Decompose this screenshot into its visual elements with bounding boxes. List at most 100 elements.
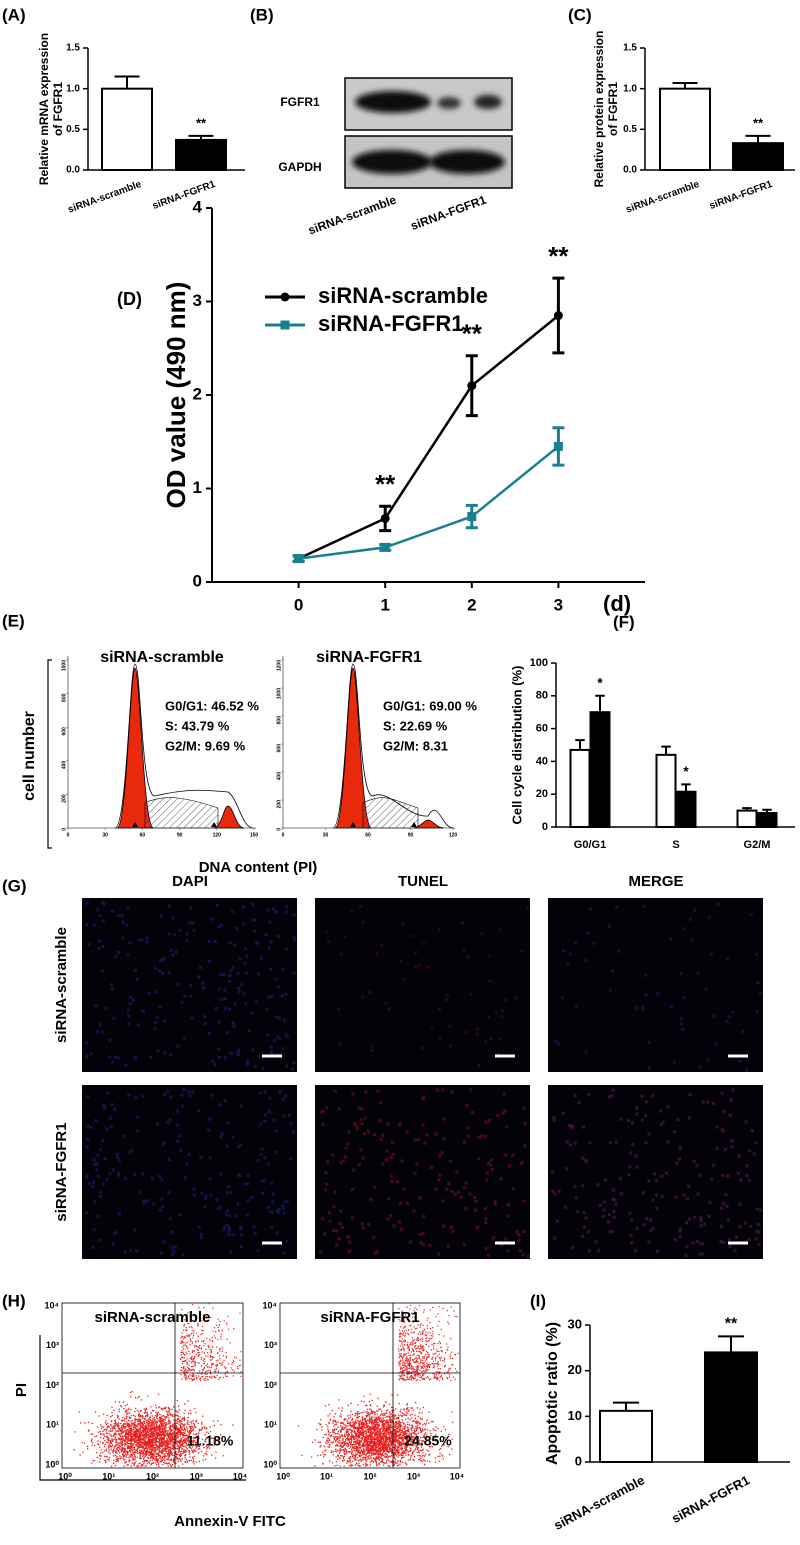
y-axis-label: Relative protein expression [592, 31, 606, 188]
y-tick-label: 800 [61, 693, 67, 702]
row-label: siRNA-FGFR1 [53, 1122, 70, 1221]
frame [39, 1335, 246, 1481]
y-tick-label: 1 [193, 478, 202, 497]
legend-label: siRNA-scramble [318, 283, 488, 308]
panel-label: (A) [2, 5, 26, 24]
y-tick-label: 30 [568, 1316, 582, 1331]
y-tick-label: 0 [542, 821, 548, 833]
column-title: DAPI [172, 873, 208, 890]
significance-mark: * [683, 763, 689, 779]
y-tick-label: 3 [193, 291, 202, 310]
corner-label: (d) [603, 591, 631, 616]
micrograph [315, 898, 530, 1072]
x-tick-label: 0 [282, 832, 285, 838]
y-tick-label: 0.5 [623, 124, 637, 135]
y-tick-label: 40 [536, 755, 548, 767]
x-tick-label: 10⁰ [58, 1471, 72, 1481]
x-tick-label: 10⁴ [233, 1471, 247, 1481]
plot-title: siRNA-FGFR1 [316, 649, 422, 666]
plot-title: siRNA-scramble [100, 649, 224, 666]
y-axis-label: of FGFR1 [51, 82, 65, 136]
x-tick-label: 0 [294, 595, 303, 614]
x-tick-label: 90 [177, 832, 183, 838]
y-tick-label: 600 [276, 744, 282, 753]
x-tick-label: 10³ [190, 1471, 203, 1481]
cell-dots [319, 1088, 530, 1258]
error-bar [114, 75, 140, 89]
y-tick-label: 0.5 [66, 124, 80, 135]
bar [175, 138, 227, 171]
x-tick-label: 60 [365, 832, 371, 838]
blot-lane-label: siRNA-FGFR1 [409, 193, 489, 233]
y-tick-label: 600 [61, 727, 67, 736]
column-title: MERGE [628, 873, 683, 890]
y-tick-label: 1.5 [66, 43, 80, 54]
x-tick-label: 90 [408, 832, 414, 838]
y-tick-label: 10⁰ [45, 1459, 59, 1469]
cell-dots [85, 901, 297, 1071]
series-line [298, 314, 560, 560]
y-tick-label: 10⁴ [263, 1300, 277, 1310]
panel-label: (G) [2, 876, 27, 895]
y-tick-label: 0 [276, 828, 282, 831]
plot-title: siRNA-scramble [95, 1309, 211, 1326]
panel-label: (I) [530, 1291, 546, 1310]
y-axis-label: PI [13, 1383, 30, 1397]
error-bar [575, 739, 585, 750]
panel-label: (D) [117, 289, 142, 309]
y-tick-label: 10² [264, 1380, 277, 1390]
x-tick-label: 120 [213, 832, 222, 838]
x-tick-label: siRNA-FGFR1 [151, 179, 217, 212]
y-tick-label: 0.0 [66, 165, 80, 176]
column-title: TUNEL [398, 873, 448, 890]
significance-mark: ** [462, 319, 483, 349]
x-tick-label: 3 [554, 595, 563, 614]
x-tick-label: siRNA-FGFR1 [708, 179, 774, 212]
stat-label: G0/G1: 46.52 % [165, 698, 259, 713]
y-tick-label: 0 [61, 828, 67, 831]
bar [704, 1351, 758, 1464]
x-tick-label: 30 [323, 832, 329, 838]
y-tick-label: 20 [568, 1362, 582, 1377]
panel-label: (F) [613, 612, 635, 631]
x-tick-label: 10³ [407, 1471, 420, 1481]
s-phase [144, 797, 219, 829]
y-tick-label: 60 [536, 723, 548, 735]
y-tick-label: 1000 [276, 688, 282, 699]
significance-mark: * [597, 675, 603, 691]
bar [569, 748, 591, 828]
blot-image [344, 77, 513, 189]
y-tick-label: 10¹ [46, 1420, 59, 1430]
blot-lane-label: siRNA-scramble [306, 193, 398, 238]
stat-label: S: 43.79 % [165, 718, 230, 733]
point [553, 311, 563, 321]
y-axis-label: of FGFR1 [606, 82, 620, 136]
s-phase [362, 797, 419, 829]
x-tick-label: siRNA-scramble [67, 179, 144, 216]
legend-marker [280, 292, 290, 302]
x-tick-label: 10² [146, 1471, 159, 1481]
x-tick-label: 60 [140, 832, 146, 838]
y-tick-label: 400 [61, 761, 67, 770]
y-tick-label: 0 [575, 1453, 582, 1468]
x-tick-label: 0 [67, 832, 70, 838]
x-tick-label: 2 [467, 595, 476, 614]
error-bar [661, 745, 671, 755]
x-tick-label: G2/M [744, 839, 771, 851]
y-tick-label: 1.0 [66, 83, 80, 94]
x-tick-label: 120 [449, 832, 458, 838]
cell-dots [551, 1088, 763, 1257]
y-tick-label: 1200 [276, 660, 282, 671]
bar [655, 753, 677, 829]
bar [659, 87, 711, 171]
point [467, 512, 477, 522]
x-tick-label: 10¹ [320, 1471, 333, 1481]
y-tick-label: 200 [276, 800, 282, 809]
plot-box [279, 1302, 461, 1469]
y-tick-label: 1.5 [623, 43, 637, 54]
y-axis-label: Apoptotic ratio (%) [544, 1322, 561, 1465]
bar [736, 809, 758, 828]
y-axis-label: OD value (490 nm) [161, 282, 191, 509]
